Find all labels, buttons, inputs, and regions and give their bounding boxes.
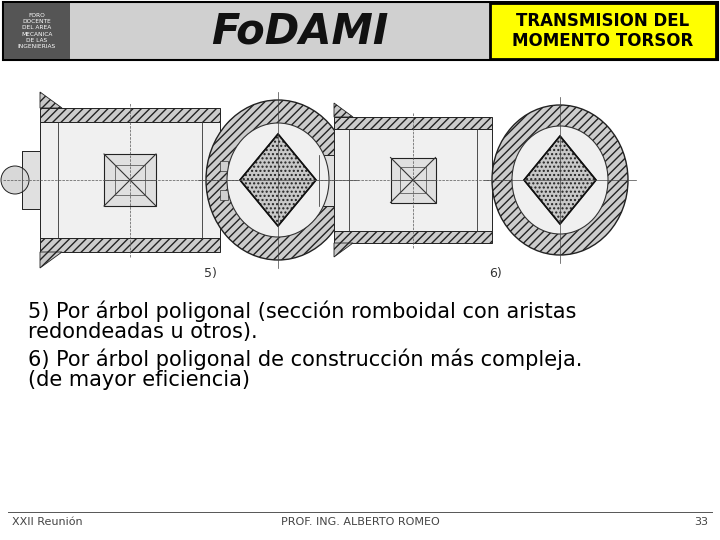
Ellipse shape <box>206 100 350 260</box>
Bar <box>220 190 228 199</box>
Polygon shape <box>40 92 62 108</box>
Bar <box>490 3 716 59</box>
Text: FoDAMI: FoDAMI <box>211 10 389 52</box>
Text: 5): 5) <box>204 267 217 280</box>
Polygon shape <box>334 243 353 257</box>
Circle shape <box>1 166 29 194</box>
Text: (de mayor eficiencia): (de mayor eficiencia) <box>28 370 250 390</box>
Bar <box>40 122 220 238</box>
Bar <box>115 165 145 195</box>
Text: XXII Reunión: XXII Reunión <box>12 517 83 527</box>
Ellipse shape <box>512 126 608 234</box>
Text: 5) Por árbol poligonal (sección romboidal con aristas: 5) Por árbol poligonal (sección romboida… <box>28 300 577 321</box>
Ellipse shape <box>227 123 329 237</box>
Text: redondeadas u otros).: redondeadas u otros). <box>28 322 258 342</box>
Polygon shape <box>524 136 596 224</box>
Bar <box>334 117 492 129</box>
Text: FORO
DOCENTE
DEL AREA
MECANICA
DE LAS
INGENIERIAS: FORO DOCENTE DEL AREA MECANICA DE LAS IN… <box>18 13 56 49</box>
Bar <box>104 154 156 206</box>
Bar <box>40 108 220 122</box>
Bar <box>4 3 70 59</box>
Polygon shape <box>240 134 316 226</box>
Text: 6): 6) <box>489 267 501 280</box>
Text: 6) Por árbol poligonal de construcción más compleja.: 6) Por árbol poligonal de construcción m… <box>28 348 582 369</box>
Circle shape <box>301 168 325 192</box>
Bar <box>400 167 426 193</box>
Bar <box>334 129 492 231</box>
Bar <box>3 2 718 60</box>
Ellipse shape <box>492 105 628 255</box>
Bar <box>390 158 436 202</box>
Text: 33: 33 <box>694 517 708 527</box>
Bar <box>40 238 220 252</box>
Text: PROF. ING. ALBERTO ROMEO: PROF. ING. ALBERTO ROMEO <box>281 517 439 527</box>
Text: TRANSMISION DEL
MOMENTO TORSOR: TRANSMISION DEL MOMENTO TORSOR <box>513 11 693 50</box>
Bar <box>220 160 228 171</box>
Bar <box>22 151 40 209</box>
Bar <box>319 154 334 206</box>
Polygon shape <box>40 252 62 268</box>
Bar <box>334 231 492 243</box>
Polygon shape <box>334 103 353 117</box>
